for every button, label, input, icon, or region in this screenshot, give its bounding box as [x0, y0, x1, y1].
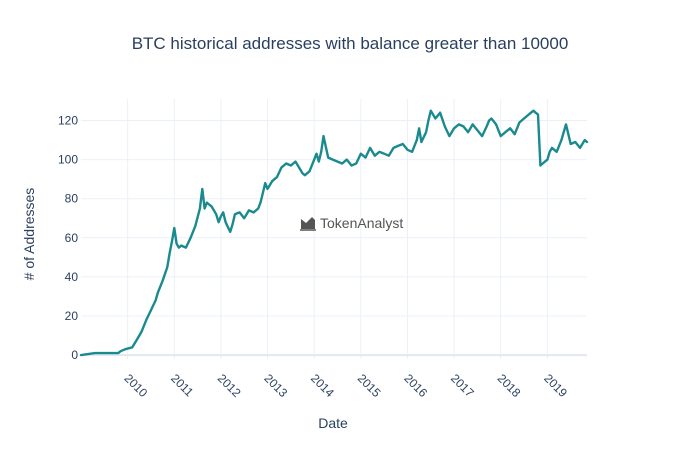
watermark-text: TokenAnalyst	[320, 215, 403, 231]
x-tick-label: 2016	[401, 371, 430, 400]
y-tick-label: 120	[58, 114, 78, 128]
x-axis-title: Date	[318, 415, 348, 431]
series-group	[79, 109, 589, 357]
x-axis-ticks: 2010 2011 2012 2013 2014 2015 2016 2017 2018 2019	[122, 371, 571, 400]
series-line	[79, 109, 589, 357]
y-tick-label: 80	[65, 192, 79, 206]
x-tick-label: 2015	[355, 371, 384, 400]
watermark: TokenAnalyst	[300, 215, 403, 231]
chart-trend-icon	[301, 217, 315, 229]
x-tick-label: 2017	[448, 371, 477, 400]
y-tick-label: 60	[65, 231, 79, 245]
x-tick-label: 2010	[122, 371, 151, 400]
x-tick-label: 2018	[495, 371, 524, 400]
x-tick-label: 2019	[541, 371, 570, 400]
grid-lines	[81, 99, 587, 359]
y-tick-label: 0	[71, 348, 78, 362]
chart-title: BTC historical addresses with balance gr…	[131, 34, 569, 53]
x-tick-label: 2013	[261, 371, 290, 400]
y-tick-label: 20	[65, 309, 79, 323]
y-tick-label: 100	[58, 153, 78, 167]
y-axis-title: # of Addresses	[21, 188, 37, 281]
x-tick-label: 2012	[215, 371, 244, 400]
x-tick-label: 2014	[308, 371, 337, 400]
x-tick-label: 2011	[168, 371, 196, 399]
y-tick-label: 40	[65, 270, 79, 284]
y-axis-ticks: 0 20 40 60 80 100 120	[58, 114, 78, 363]
